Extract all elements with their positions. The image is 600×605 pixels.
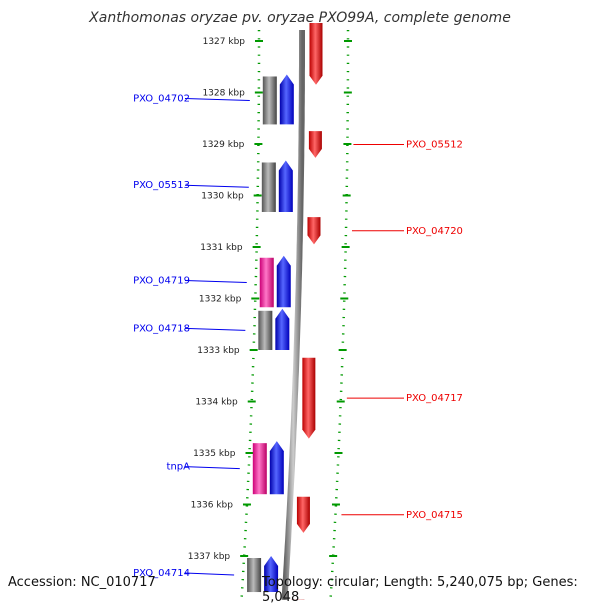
tick-label: 1334 kbp: [195, 398, 238, 408]
tick-label: 1331 kbp: [200, 243, 243, 253]
gene-label-leader: [185, 573, 234, 575]
inner-left-guide: [242, 30, 259, 598]
cds-box: [258, 311, 272, 350]
reverse-gene-label: PXO_04720: [406, 226, 463, 237]
gene-layer: [247, 23, 322, 600]
cds-box: [263, 76, 277, 124]
forward-gene-label: PXO_05513: [133, 180, 190, 191]
reverse-gene-label: PXO_05512: [406, 140, 463, 151]
gene-label-leader: [185, 185, 249, 187]
reverse-gene-label: PXO_04715: [406, 510, 463, 521]
forward-gene-arrow: [270, 441, 284, 494]
forward-gene-label: tnpA: [167, 462, 191, 473]
reverse-gene-arrow: [302, 358, 315, 439]
forward-gene-arrow: [280, 74, 294, 124]
reverse-gene-arrow: [307, 217, 320, 244]
cds-box: [260, 258, 274, 308]
reverse-gene-arrow: [309, 23, 322, 85]
tick-label: 1329 kbp: [202, 140, 245, 150]
forward-gene-arrow: [275, 309, 289, 350]
forward-gene-label: PXO_04702: [133, 93, 190, 104]
gene-label-leader: [185, 328, 245, 330]
tick-label: 1327 kbp: [203, 37, 246, 47]
tick-label: 1330 kbp: [201, 192, 244, 202]
cds-box: [262, 162, 276, 212]
forward-gene-arrow: [279, 160, 293, 212]
forward-gene-arrow: [277, 256, 291, 308]
reverse-gene-arrow: [309, 131, 322, 158]
tick-label: 1337 kbp: [188, 552, 231, 562]
reverse-gene-label: PXO_04717: [406, 393, 463, 404]
cds-box: [247, 558, 261, 592]
accession-text: Accession: NC_010717: [8, 575, 156, 590]
outer-right-guide: [331, 30, 348, 598]
tick-label: 1333 kbp: [197, 346, 240, 356]
gene-label-leader: [185, 467, 240, 469]
gene-label-leader: [185, 281, 247, 283]
map-title: Xanthomonas oryzae pv. oryzae PXO99A, co…: [0, 10, 600, 26]
forward-gene-label: PXO_04719: [133, 276, 190, 287]
cds-box: [253, 443, 267, 494]
tick-label: 1328 kbp: [202, 89, 245, 99]
forward-gene-label: PXO_04718: [133, 323, 190, 334]
tick-label: 1335 kbp: [193, 449, 236, 459]
tick-label: 1332 kbp: [199, 295, 242, 305]
track-layer: [240, 30, 352, 600]
reverse-gene-arrow: [297, 497, 310, 533]
gene-label-leader: [185, 98, 250, 100]
tick-label: 1336 kbp: [191, 501, 234, 511]
genome-summary-text: Topology: circular; Length: 5,240,075 bp…: [262, 575, 600, 605]
